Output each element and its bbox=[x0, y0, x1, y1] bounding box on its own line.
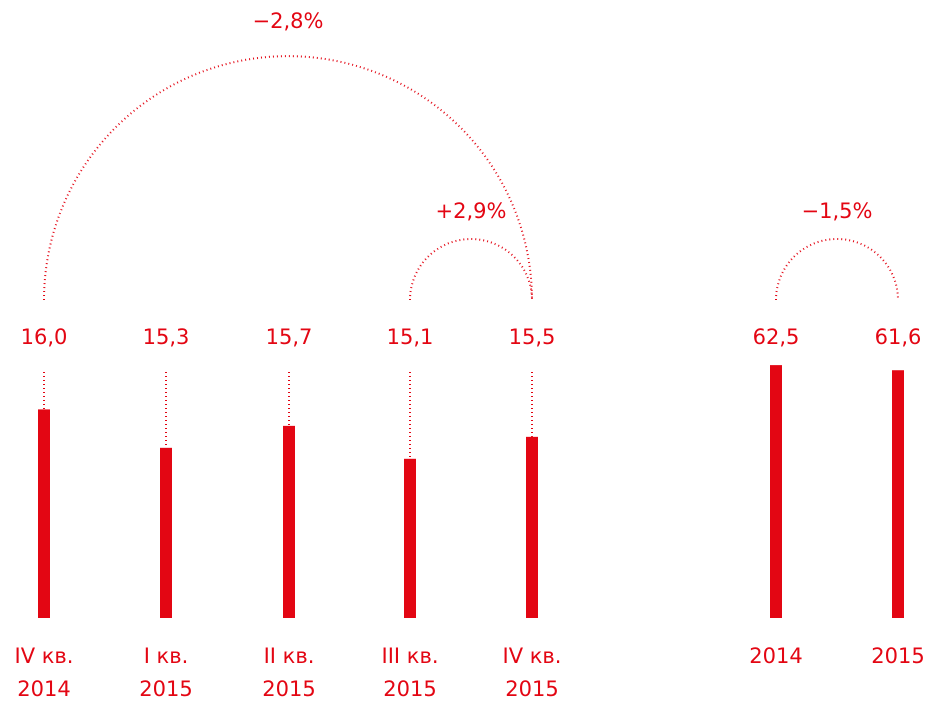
category-label: IV кв. bbox=[15, 644, 74, 668]
bar bbox=[526, 436, 538, 618]
bar bbox=[283, 425, 295, 618]
comparison-arc bbox=[409, 238, 533, 301]
category-label: 2014 bbox=[17, 677, 70, 701]
category-label: II кв. bbox=[264, 644, 315, 668]
category-label: 2015 bbox=[262, 677, 315, 701]
bar bbox=[160, 447, 172, 618]
category-label: 2015 bbox=[505, 677, 558, 701]
category-label: III кв. bbox=[382, 644, 439, 668]
category-label: 2015 bbox=[139, 677, 192, 701]
value-label: 15,5 bbox=[509, 325, 556, 349]
category-label: 2015 bbox=[871, 644, 924, 668]
bar bbox=[404, 458, 416, 618]
value-label: 15,7 bbox=[266, 325, 313, 349]
change-label: −2,8% bbox=[253, 9, 324, 33]
change-label: −1,5% bbox=[802, 199, 873, 223]
bar bbox=[892, 370, 904, 618]
value-label: 15,1 bbox=[387, 325, 434, 349]
category-label: I кв. bbox=[144, 644, 189, 668]
category-label: 2015 bbox=[383, 677, 436, 701]
comparison-arc bbox=[43, 55, 533, 301]
change-label: +2,9% bbox=[436, 199, 507, 223]
value-label: 15,3 bbox=[143, 325, 190, 349]
bar bbox=[38, 409, 50, 618]
category-label: IV кв. bbox=[503, 644, 562, 668]
category-label: 2014 bbox=[749, 644, 802, 668]
value-label: 61,6 bbox=[875, 325, 922, 349]
bar bbox=[770, 365, 782, 618]
value-label: 62,5 bbox=[753, 325, 800, 349]
comparison-arc bbox=[775, 238, 899, 301]
value-label: 16,0 bbox=[21, 325, 68, 349]
